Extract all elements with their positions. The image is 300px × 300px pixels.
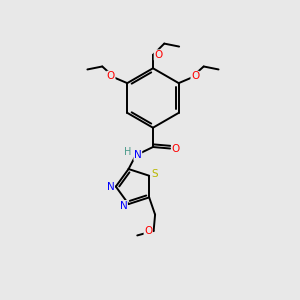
Text: O: O (144, 226, 152, 236)
Text: N: N (106, 182, 114, 192)
Text: O: O (154, 50, 162, 60)
Text: N: N (134, 150, 142, 161)
Text: N: N (120, 201, 128, 211)
Text: O: O (107, 71, 115, 81)
Text: S: S (151, 169, 158, 179)
Text: H: H (124, 147, 131, 158)
Text: O: O (191, 71, 199, 81)
Text: O: O (171, 143, 180, 154)
